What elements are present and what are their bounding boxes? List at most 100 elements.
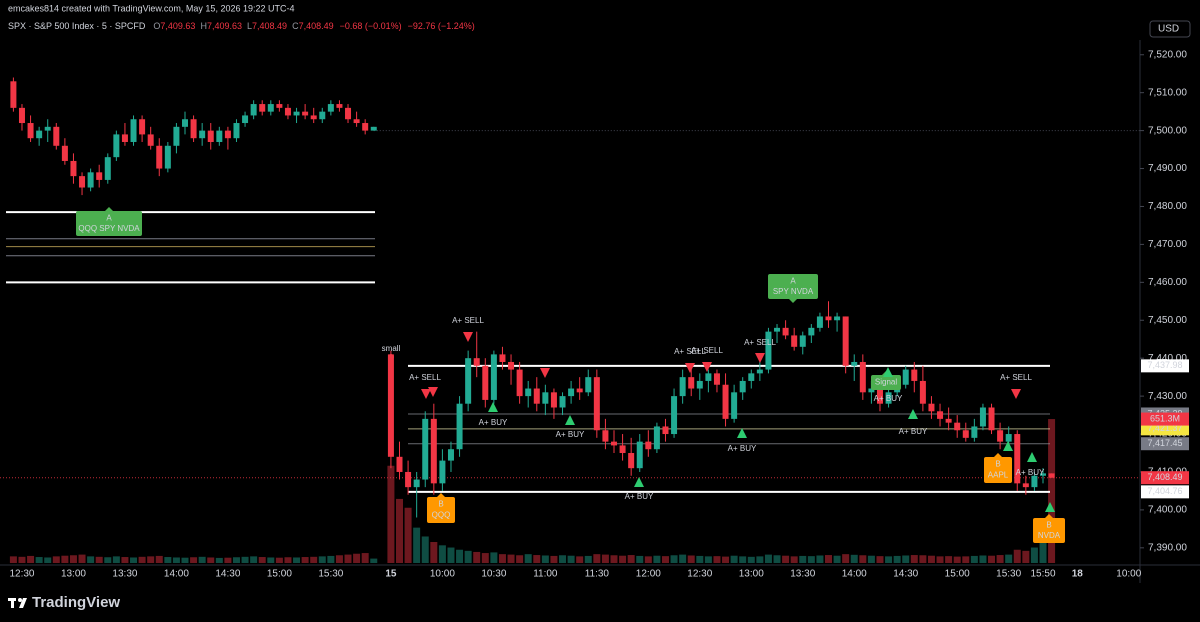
candle-body [988, 407, 995, 431]
ohlc-key: C [292, 21, 299, 31]
currency-box[interactable] [1149, 20, 1191, 38]
volume-bar [1005, 554, 1013, 563]
candle-body [722, 384, 729, 419]
volume-bar [361, 553, 369, 563]
volume-bar [704, 556, 712, 563]
volume-bar [181, 557, 189, 563]
candle-body [27, 123, 34, 139]
candle-body [911, 369, 918, 381]
signal-label: A+ SELL [674, 347, 706, 356]
candle-body [456, 403, 463, 450]
volume-bar [267, 557, 275, 563]
candle-body [190, 119, 197, 139]
level-label-bg [1141, 437, 1189, 451]
candle-body [10, 81, 17, 108]
legend-line: SPX · S&P 500 Index · 5 · SPCFD O7,409.63… [8, 21, 475, 31]
volume-bar [601, 554, 609, 563]
signal-label: A+ BUY [728, 444, 757, 453]
currency[interactable]: USD [1158, 24, 1179, 35]
signal-marker [488, 402, 498, 412]
volume-bar [644, 556, 652, 563]
x-tick-label: 12:30 [687, 569, 712, 580]
candle-body [182, 119, 188, 127]
annotation-text: NVDA [1038, 531, 1061, 540]
x-tick-label: 15:50 [1030, 569, 1055, 580]
volume-bar [850, 554, 858, 563]
candle-body [705, 373, 712, 381]
candle-body [765, 331, 772, 370]
x-tick-label: 13:00 [61, 569, 86, 580]
volume-bar [69, 555, 77, 563]
candle-body [628, 453, 635, 469]
volume-bar [833, 555, 841, 563]
volume-bar [1039, 542, 1047, 563]
candle-body [362, 123, 369, 131]
signal-marker [565, 415, 575, 425]
candle-body [954, 422, 961, 431]
volume-bar [396, 498, 403, 563]
annotation-box [871, 375, 901, 390]
volume-bar [61, 555, 69, 563]
candle-body [671, 396, 678, 435]
level-label: 7,437.98 [1147, 360, 1182, 370]
signal-marker [1011, 389, 1021, 399]
signal-marker [1045, 502, 1055, 512]
volume-bar [859, 555, 867, 563]
x-tick-label: 13:30 [112, 569, 137, 580]
candle-body [302, 111, 309, 116]
signal-label: A+ SELL [452, 316, 484, 325]
signal-label: A+ SELL [744, 338, 776, 347]
volume-bar [653, 555, 661, 563]
volume-bar [902, 555, 910, 563]
volume-bar [121, 557, 129, 563]
candle-body [636, 441, 643, 469]
footer-brand: TradingView [32, 594, 120, 611]
candle-body [611, 441, 617, 446]
x-tick-label: 14:00 [164, 569, 189, 580]
volume-bar [867, 555, 875, 563]
volume-bar [52, 556, 60, 563]
logo-mark [18, 598, 22, 602]
volume-label-bg [1141, 412, 1189, 426]
candle-body [490, 354, 497, 400]
candle-body [739, 380, 746, 393]
candle-body [413, 479, 420, 488]
volume-bar [893, 555, 901, 563]
volume-bar [910, 555, 918, 563]
volume-bar [404, 507, 412, 563]
annotation-text: A [106, 213, 112, 222]
volume-bar [945, 556, 953, 563]
candle-body [619, 445, 626, 454]
candle-body [859, 361, 866, 393]
candle-body [439, 460, 446, 484]
annotation-text: B [995, 460, 1000, 469]
signal-marker [428, 387, 438, 397]
volume-bar [722, 556, 730, 563]
volume-bar [541, 555, 549, 563]
change-day: −92.76 (−1.24%) [408, 21, 475, 31]
volume-bar [310, 556, 318, 563]
candle-body [156, 145, 163, 169]
candle-body [482, 365, 489, 400]
candle-body [688, 377, 695, 389]
signal-marker [463, 332, 473, 342]
candle-body [405, 471, 412, 488]
volume-bar [979, 555, 987, 563]
candle-body [499, 354, 506, 362]
volume-bar [730, 555, 738, 563]
candle-body [430, 418, 437, 484]
candle-body [842, 316, 849, 366]
volume-bar [696, 555, 704, 563]
signal-label: A+ BUY [625, 492, 654, 501]
candle-body [250, 104, 257, 116]
annotation-pointer [105, 207, 113, 211]
y-tick-label: 7,500.00 [1148, 125, 1187, 136]
volume-bar [842, 554, 850, 563]
candle-body [653, 426, 660, 450]
volume-bar [481, 553, 489, 563]
candle-body [602, 430, 609, 442]
x-tick-label: 11:00 [533, 569, 558, 580]
credit: emcakes814 created with TradingView.com,… [8, 3, 294, 13]
volume-bar [353, 553, 361, 563]
y-tick-label: 7,490.00 [1148, 163, 1187, 174]
